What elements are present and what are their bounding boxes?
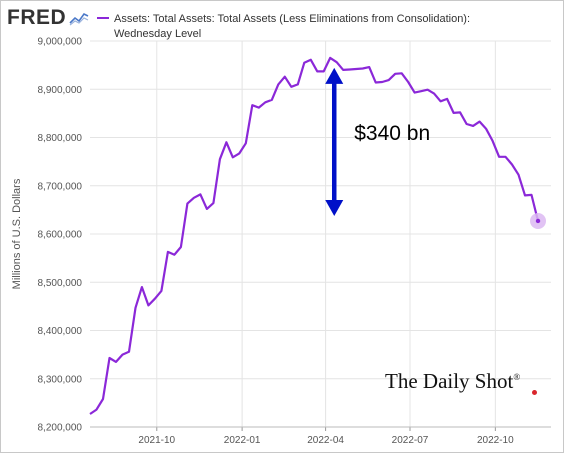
x-tick-label: 2022-07 (392, 435, 429, 446)
legend-swatch (97, 17, 109, 20)
y-tick-label: 8,700,000 (38, 181, 83, 192)
fred-logo[interactable]: FRED (7, 6, 91, 30)
legend-label-line1: Assets: Total Assets: Total Assets (Less… (114, 13, 471, 25)
line-chart-icon (68, 9, 91, 27)
fred-logo-text: FRED (7, 6, 67, 29)
grid-layer (90, 40, 551, 428)
watermark-text: The Daily Shot (385, 369, 514, 393)
y-tick-label: 8,400,000 (38, 326, 83, 337)
x-tick-label: 2021-10 (138, 435, 175, 446)
x-tick-label: 2022-04 (307, 435, 344, 446)
x-axis: 2021-10 2022-01 2022-04 2022-07 2022-10 (90, 426, 551, 446)
y-tick-label: 8,900,000 (38, 85, 83, 96)
series-endpoint-marker (535, 218, 541, 224)
series-layer (89, 56, 547, 415)
y-axis: 8,200,000 8,300,000 8,400,000 8,500,000 8,60… (38, 37, 83, 434)
watermark-dot (532, 390, 537, 395)
y-axis-label: Millions of U.S. Dollars (11, 178, 23, 289)
y-tick-label: 8,500,000 (38, 278, 83, 289)
annotation-label: $340 bn (354, 122, 430, 145)
legend-label-line2: Wednesday Level (114, 28, 202, 40)
x-tick-label: 2022-10 (477, 435, 514, 446)
watermark-daily-shot: The Daily Shot® (385, 369, 520, 394)
annotation-arrow-head-up (325, 67, 344, 84)
annotation-arrow-head-down (325, 199, 344, 216)
watermark-registered-mark: ® (513, 372, 521, 382)
chart-legend: Assets: Total Assets: Total Assets (Less… (97, 12, 497, 42)
y-tick-label: 9,000,000 (38, 37, 83, 48)
annotation-layer: $340 bn (325, 67, 430, 216)
series-line (89, 56, 540, 415)
y-tick-label: 8,300,000 (38, 374, 83, 385)
legend-entry: Assets: Total Assets: Total Assets (Less… (97, 12, 497, 27)
y-tick-label: 8,600,000 (38, 230, 83, 241)
x-tick-label: 2022-01 (224, 435, 261, 446)
y-tick-label: 8,800,000 (38, 133, 83, 144)
y-tick-label: 8,200,000 (38, 423, 83, 434)
